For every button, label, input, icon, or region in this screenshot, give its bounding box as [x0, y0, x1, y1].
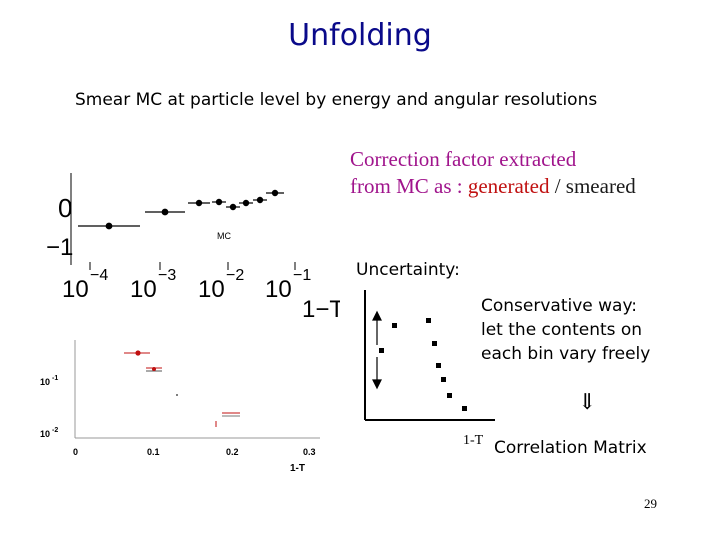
page-title: Unfolding	[288, 18, 432, 53]
top-y-tick-1: −1	[46, 234, 73, 261]
top-x-tick-3: 10	[265, 276, 292, 303]
page-number: 29	[644, 496, 657, 511]
sketch-point-1	[426, 318, 431, 323]
point-3	[215, 198, 223, 206]
uncertainty-label: Uncertainty:	[356, 260, 460, 280]
sketch-point-4	[436, 363, 441, 368]
sketch-point-5	[441, 377, 446, 382]
point-5	[242, 199, 250, 207]
point-7	[271, 189, 279, 197]
point-1	[161, 208, 169, 216]
top-x-tick-1: 10	[130, 276, 157, 303]
grey-point-2	[176, 394, 178, 396]
bottom-x-tick-2: 0.2	[226, 447, 239, 457]
conservative-line-3: each bin vary freely	[481, 344, 651, 364]
up-arrow-head	[372, 310, 382, 321]
correction-line-2: from MC as : generated / smeared	[350, 173, 636, 200]
bottom-x-tick-1: 0.1	[147, 447, 160, 457]
distribution-plot: 10 -1 10 -2 0 0.1 0.2 0.3 1-T	[40, 340, 320, 474]
red-point-0	[135, 350, 141, 356]
top-x-exp-0: −4	[90, 267, 108, 284]
top-x-tick-0: 10	[62, 276, 89, 303]
subtitle: Smear MC at particle level by energy and…	[75, 90, 598, 110]
conservative-line-2: let the contents on	[481, 320, 643, 340]
sketch-point-3	[432, 341, 437, 346]
bottom-y-tick-1: 10	[40, 429, 50, 439]
red-point-1	[152, 367, 156, 371]
sketch-point-7	[462, 406, 467, 411]
sketch-point-2	[379, 348, 384, 353]
bottom-y-exp-0: -1	[52, 375, 58, 382]
sketch-points	[379, 318, 467, 411]
separator-label: /	[549, 174, 566, 198]
top-x-exp-2: −2	[226, 267, 244, 284]
bottom-y-tick-0: 10	[40, 377, 50, 387]
implies-arrow-icon: ⇓	[578, 390, 597, 415]
top-x-label: 1−T	[302, 296, 340, 320]
smeared-label: smeared	[565, 174, 636, 198]
top-plot-points	[78, 189, 284, 230]
sketch-point-6	[447, 393, 452, 398]
conservative-line-1: Conservative way:	[481, 296, 638, 316]
correction-factor-text: Correction factor extracted from MC as :…	[350, 146, 636, 200]
bottom-x-label: 1-T	[290, 463, 305, 474]
correction-factor-plot: 0 −1 10 −4 10 −3 10 −2 10 −1 1−T MC	[46, 173, 340, 320]
mc-label: MC	[217, 231, 231, 241]
point-6	[256, 196, 264, 204]
point-0	[105, 222, 113, 230]
correction-line-1: Correction factor extracted	[350, 147, 577, 171]
point-4	[229, 203, 237, 211]
bottom-y-exp-1: -2	[52, 427, 58, 434]
point-2	[195, 199, 203, 207]
uncertainty-sketch	[364, 290, 495, 421]
correlation-matrix-label: Correlation Matrix	[494, 438, 647, 458]
down-arrow-head	[372, 379, 382, 390]
sketch-x-label: 1-T	[463, 433, 484, 448]
correction-prefix: from MC as :	[350, 174, 468, 198]
top-x-exp-3: −1	[293, 267, 311, 284]
sketch-point-0	[392, 323, 397, 328]
bottom-x-tick-0: 0	[73, 447, 78, 457]
top-x-exp-1: −3	[158, 267, 176, 284]
top-x-tick-2: 10	[198, 276, 225, 303]
generated-label: generated	[467, 174, 550, 198]
conservative-text: Conservative way: let the contents on ea…	[481, 294, 650, 366]
sketch-arrows	[372, 310, 382, 390]
bottom-x-tick-3: 0.3	[303, 447, 316, 457]
top-y-tick-0: 0	[58, 193, 72, 223]
bottom-plot-points	[124, 350, 240, 427]
